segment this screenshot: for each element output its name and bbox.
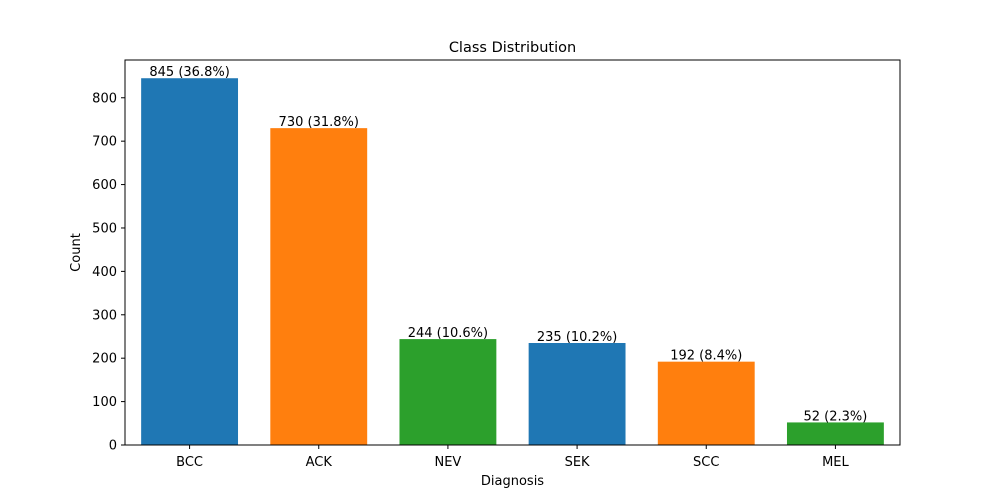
y-tick-label: 400 xyxy=(92,265,117,280)
bar-nev xyxy=(399,339,497,445)
y-tick-label: 200 xyxy=(92,352,117,367)
x-tick-label-ack: ACK xyxy=(306,455,333,470)
bar-mel xyxy=(786,422,884,445)
bars xyxy=(141,78,884,446)
y-tick-label: 100 xyxy=(92,395,117,410)
chart-title: Class Distribution xyxy=(449,40,576,56)
bar-sek xyxy=(528,342,626,445)
x-tick-label-mel: MEL xyxy=(822,455,849,470)
x-tick-label-scc: SCC xyxy=(693,455,719,470)
data-label-mel: 52 (2.3%) xyxy=(803,409,867,424)
y-axis: 0 100 200 300 400 500 600 700 800 xyxy=(92,91,125,454)
x-axis: BCC ACK NEV SEK SCC MEL xyxy=(176,445,850,470)
data-label-scc: 192 (8.4%) xyxy=(670,349,742,364)
y-tick-label: 800 xyxy=(92,91,117,106)
bar-scc xyxy=(657,361,755,445)
data-label-nev: 244 (10.6%) xyxy=(408,326,488,341)
y-axis-label: Count xyxy=(69,233,84,272)
data-label-bcc: 845 (36.8%) xyxy=(149,65,229,80)
x-tick-label-bcc: BCC xyxy=(176,455,203,470)
y-tick-label: 700 xyxy=(92,135,117,150)
bar-bcc xyxy=(141,78,239,446)
data-labels: 845 (36.8%) 730 (31.8%) 244 (10.6%) 235 (10… xyxy=(149,65,867,424)
data-label-ack: 730 (31.8%) xyxy=(279,115,359,130)
x-axis-label: Diagnosis xyxy=(481,474,544,489)
y-tick-label: 300 xyxy=(92,308,117,323)
y-tick-label: 500 xyxy=(92,221,117,236)
y-tick-label: 0 xyxy=(109,439,117,454)
y-tick-label: 600 xyxy=(92,178,117,193)
x-tick-label-nev: NEV xyxy=(434,455,461,470)
data-label-sek: 235 (10.2%) xyxy=(537,330,617,345)
plot-frame xyxy=(124,59,901,446)
x-tick-label-sek: SEK xyxy=(565,455,590,470)
bar-ack xyxy=(270,128,368,445)
